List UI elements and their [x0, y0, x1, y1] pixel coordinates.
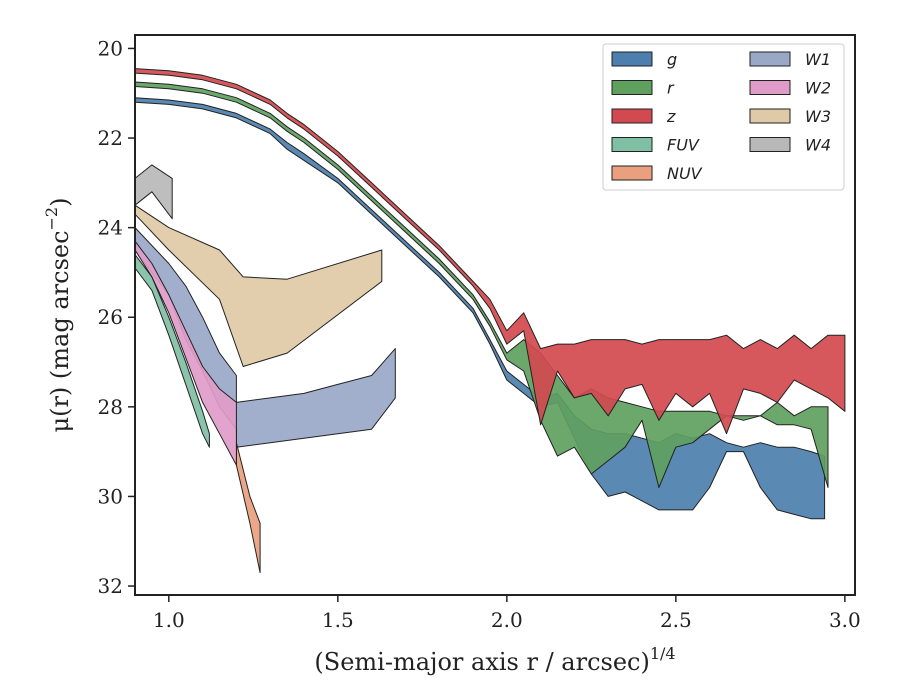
x-tick-label: 1.0	[153, 608, 185, 632]
series-layer	[134, 68, 846, 574]
y-axis-label: μ(r) (mag arcsec−2)	[42, 198, 74, 433]
y-tick-label: 20	[98, 36, 123, 60]
series-band-g	[134, 97, 826, 520]
series-band-w3	[134, 204, 383, 367]
legend-swatch-w1	[749, 51, 791, 67]
legend-swatch-g	[611, 51, 653, 67]
legend-swatch-z	[611, 108, 653, 124]
x-axis-label: (Semi-major axis r / arcsec)1/4	[314, 644, 675, 676]
x-axis: 1.0 1.5 2.0 2.5 3.0	[153, 595, 861, 632]
series-band-fuv	[134, 254, 210, 448]
y-axis: 20 22 24 26 28 30 32	[98, 36, 135, 598]
y-tick-label: 22	[98, 126, 123, 150]
legend-label-w3: W3	[805, 107, 831, 126]
legend-label-r: r	[667, 79, 675, 98]
y-tick-label: 28	[98, 395, 123, 419]
legend-label-nuv: NUV	[667, 164, 703, 183]
y-tick-label: 24	[98, 216, 123, 240]
legend-label-w2: W2	[805, 79, 831, 98]
series-band-w2	[134, 240, 237, 466]
y-axis-label-exponent: −2	[42, 207, 61, 231]
legend-swatch-fuv	[611, 137, 653, 152]
plot-frame	[134, 34, 856, 596]
legend-label-g: g	[667, 50, 677, 69]
legend-swatch-w4	[749, 137, 791, 152]
legend-label-fuv: FUV	[667, 136, 700, 155]
x-axis-label-exponent: 1/4	[650, 644, 676, 663]
legend-label-w1: W1	[805, 50, 831, 69]
x-tick-label: 2.0	[491, 608, 523, 632]
legend: grz FUV NUV W1 W2 W3 W4	[602, 43, 845, 191]
legend-label-z: z	[666, 107, 676, 126]
x-tick-label: 3.0	[829, 608, 861, 632]
legend-swatch-r	[611, 80, 653, 95]
series-band-z	[134, 68, 846, 435]
y-axis-label-text: μ(r) (mag arcsec	[46, 230, 74, 432]
y-axis-label-close: )	[46, 198, 74, 207]
y-tick-label: 32	[98, 574, 123, 598]
legend-swatch-w2	[749, 80, 791, 95]
y-tick-label: 26	[98, 305, 123, 329]
legend-swatch-nuv	[611, 165, 653, 181]
x-tick-label: 2.5	[660, 608, 692, 632]
y-tick-label: 30	[98, 484, 123, 508]
series-band-r	[134, 81, 829, 488]
legend-swatch-w3	[749, 108, 791, 124]
x-axis-label-text: (Semi-major axis r / arcsec)	[314, 648, 649, 676]
legend-label-w4: W4	[805, 136, 831, 155]
x-tick-label: 1.5	[322, 608, 354, 632]
series-band-nuv	[235, 442, 261, 574]
